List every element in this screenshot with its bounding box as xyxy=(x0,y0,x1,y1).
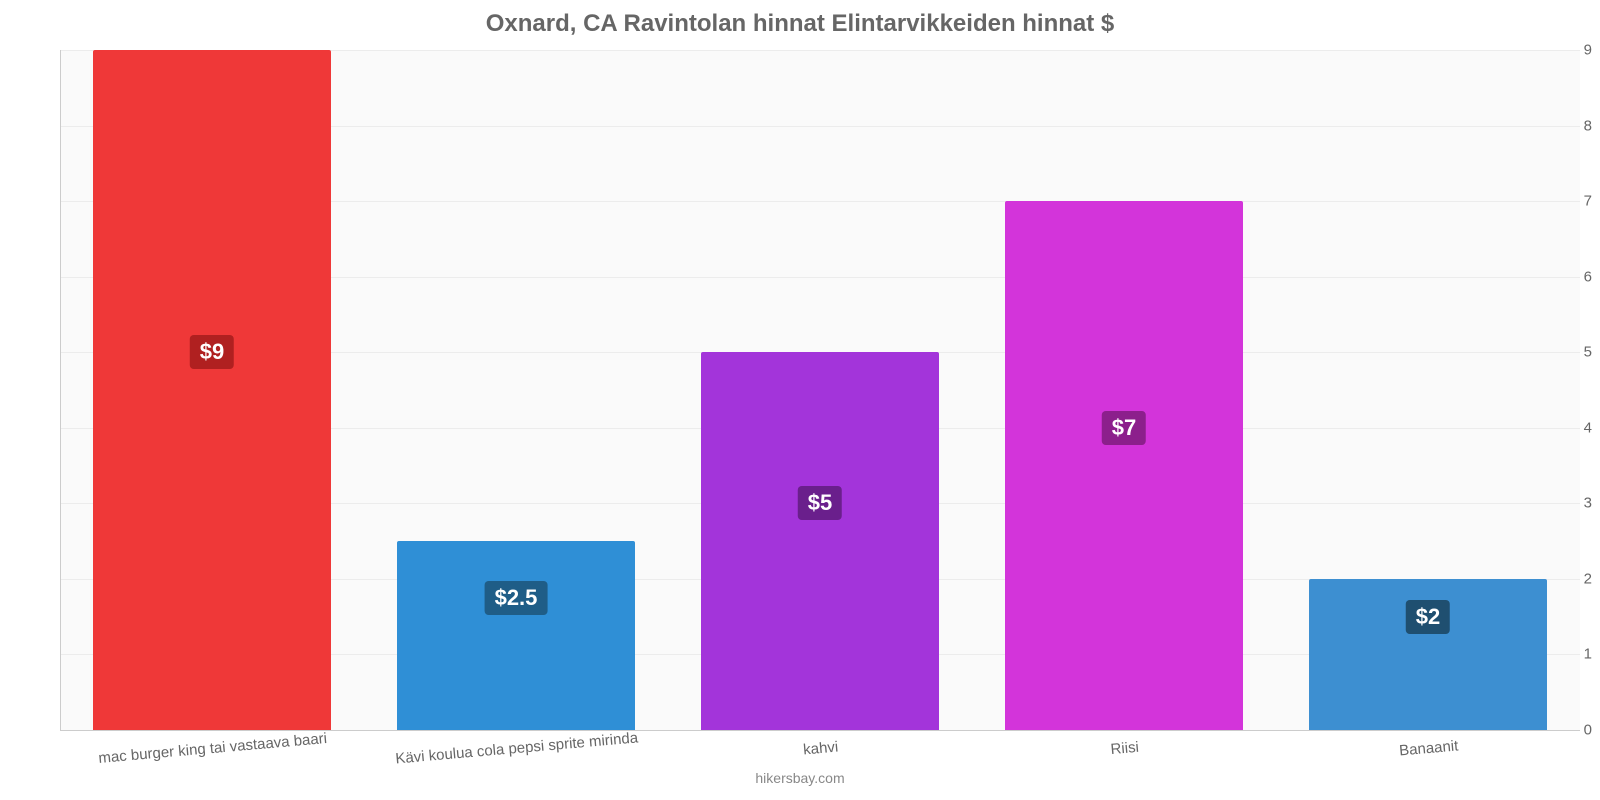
bar xyxy=(1005,201,1242,730)
bar xyxy=(701,352,938,730)
value-label: $5 xyxy=(798,486,842,520)
y-tick-label: 2 xyxy=(1536,570,1592,587)
x-tick-label: mac burger king tai vastaava baari xyxy=(98,730,328,767)
y-tick-label: 9 xyxy=(1536,42,1592,59)
y-tick-label: 8 xyxy=(1536,117,1592,134)
x-tick-label: Kävi koulua cola pepsi sprite mirinda xyxy=(395,729,639,767)
y-tick-label: 5 xyxy=(1536,344,1592,361)
y-tick-label: 1 xyxy=(1536,646,1592,663)
bar xyxy=(397,541,634,730)
y-tick-label: 0 xyxy=(1536,722,1592,739)
chart-title: Oxnard, CA Ravintolan hinnat Elintarvikk… xyxy=(0,10,1600,38)
x-tick-label: Riisi xyxy=(1110,739,1140,758)
value-label: $7 xyxy=(1102,411,1146,445)
x-tick-label: Banaanit xyxy=(1399,737,1459,759)
y-axis xyxy=(60,50,61,730)
plot-area: $9 $2.5 $5 $7 $2 xyxy=(60,50,1580,730)
value-label: $2 xyxy=(1406,600,1450,634)
chart-footer: hikersbay.com xyxy=(0,770,1600,786)
y-tick-label: 7 xyxy=(1536,193,1592,210)
value-label: $2.5 xyxy=(485,581,548,615)
value-label: $9 xyxy=(190,335,234,369)
x-axis xyxy=(60,730,1580,731)
bar xyxy=(93,50,330,730)
y-tick-label: 4 xyxy=(1536,419,1592,436)
x-tick-label: kahvi xyxy=(803,738,839,758)
y-tick-label: 3 xyxy=(1536,495,1592,512)
y-tick-label: 6 xyxy=(1536,268,1592,285)
